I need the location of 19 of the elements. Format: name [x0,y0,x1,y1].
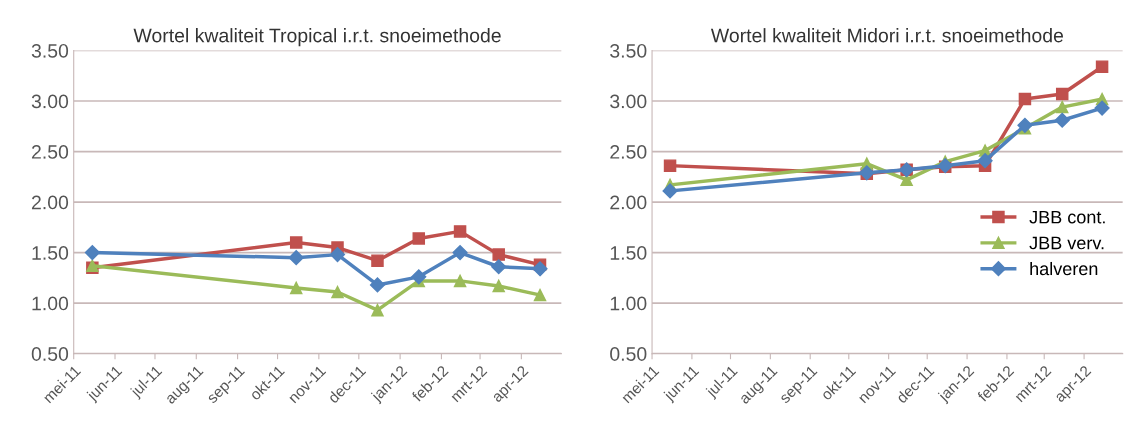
chart-title: Wortel kwaliteit Tropical i.r.t. snoeimethode [133,28,501,47]
legend-label: JBB verv. [1029,236,1104,250]
y-tick-label: 1.50 [610,246,647,260]
y-tick-label: 2.00 [610,195,647,210]
legend-label: JBB cont. [1029,210,1105,224]
y-tick-label: 3.00 [31,94,69,109]
y-tick-label: 2.50 [31,145,69,159]
y-tick-label: 0.50 [610,347,647,361]
y-tick-label: 2.50 [610,145,647,159]
y-tick-label: 3.00 [610,94,647,109]
y-tick-label: 1.00 [32,296,69,311]
y-tick-label: 3.50 [31,43,69,58]
y-tick-label: 2.00 [31,195,69,210]
y-tick-label: 1.00 [610,296,647,311]
y-tick-label: 0.50 [31,347,69,361]
y-tick-label: 3.50 [610,43,647,58]
chart-title: Wortel kwaliteit Midori i.r.t. snoeimethode [710,28,1064,43]
legend-label: halveren [1030,261,1098,276]
y-tick-label: 1.50 [32,246,69,260]
